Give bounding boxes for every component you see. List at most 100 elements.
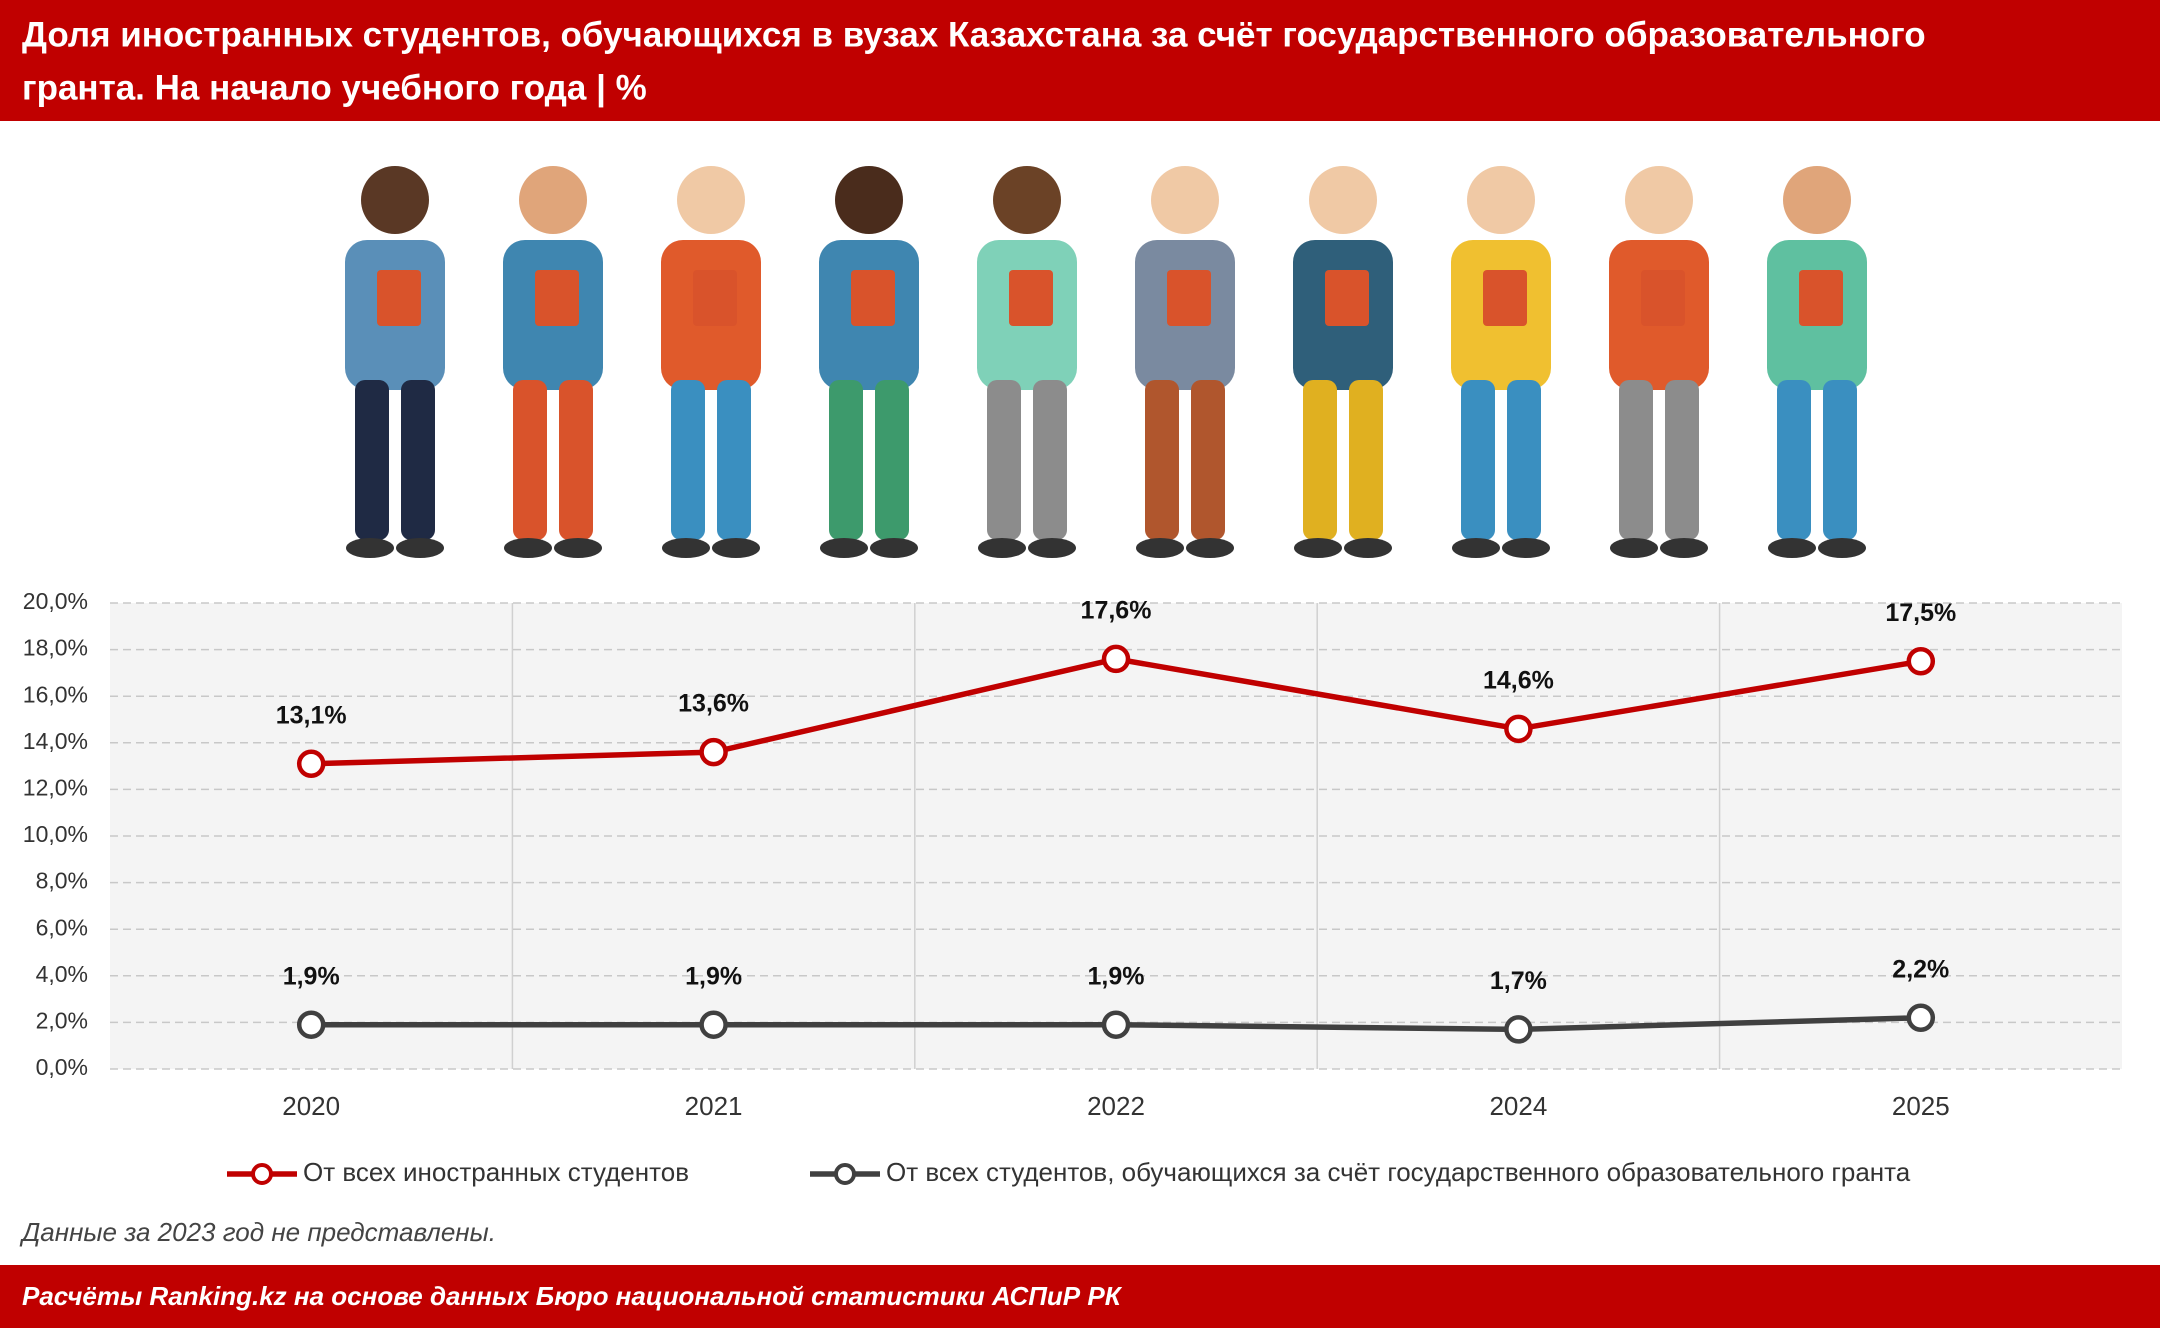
person-shoe — [820, 538, 868, 558]
value-label: 1,9% — [283, 962, 340, 990]
person-shoe — [712, 538, 760, 558]
marker — [1906, 647, 1936, 676]
person-leg — [987, 380, 1021, 540]
legend-label: От всех студентов, обучающихся за счёт г… — [886, 1157, 1911, 1187]
person-leg — [717, 380, 751, 540]
illustration — [345, 166, 1867, 558]
person-head — [361, 166, 429, 234]
legend-marker — [834, 1163, 856, 1185]
person-shoe — [1028, 538, 1076, 558]
footer-bar — [0, 1265, 2160, 1328]
person-leg — [1303, 380, 1337, 540]
person-leg — [355, 380, 389, 540]
person-shoe — [870, 538, 918, 558]
person-shoe — [1660, 538, 1708, 558]
person-book — [535, 270, 579, 326]
value-label: 1,9% — [685, 962, 742, 990]
value-label: 13,1% — [276, 701, 347, 729]
y-tick-label: 20,0% — [23, 588, 88, 614]
person-shoe — [1818, 538, 1866, 558]
header-bar — [0, 0, 2160, 121]
person-head — [993, 166, 1061, 234]
marker — [1504, 714, 1533, 744]
x-tick-label: 2025 — [1892, 1091, 1950, 1121]
person-shoe — [554, 538, 602, 558]
person-book — [1009, 270, 1053, 326]
source: Расчёты Ranking.kz на основе данных Бюро… — [22, 1281, 1123, 1311]
value-label: 14,6% — [1483, 666, 1554, 694]
y-tick-label: 2,0% — [36, 1007, 88, 1033]
marker — [296, 1010, 326, 1039]
x-tick-label: 2021 — [685, 1091, 743, 1121]
y-tick-label: 0,0% — [36, 1054, 88, 1080]
y-tick-label: 8,0% — [36, 868, 88, 894]
person-head — [1151, 166, 1219, 234]
plot — [110, 602, 2122, 1070]
marker — [1101, 644, 1131, 674]
person-head — [835, 166, 903, 234]
person-leg — [1033, 380, 1067, 540]
legend-marker — [251, 1163, 273, 1185]
x-tick-label: 2024 — [1489, 1091, 1547, 1121]
person-shoe — [396, 538, 444, 558]
chart-title: гранта. На начало учебного года | % — [22, 68, 647, 107]
person-book — [1799, 270, 1843, 326]
marker — [1906, 1003, 1936, 1032]
y-tick-label: 6,0% — [36, 914, 88, 940]
legend-label: От всех иностранных студентов — [303, 1157, 689, 1187]
person-head — [1625, 166, 1693, 234]
person-shoe — [1452, 538, 1500, 558]
person-head — [1309, 166, 1377, 234]
person-book — [1325, 270, 1369, 326]
person-shoe — [1136, 538, 1184, 558]
person-book — [693, 270, 737, 326]
person-leg — [1349, 380, 1383, 540]
person-leg — [671, 380, 705, 540]
person-leg — [1145, 380, 1179, 540]
person-shoe — [504, 538, 552, 558]
person-shoe — [1294, 538, 1342, 558]
person-leg — [1619, 380, 1653, 540]
person-leg — [513, 380, 547, 540]
person-shoe — [1344, 538, 1392, 558]
y-tick-label: 12,0% — [23, 774, 88, 800]
marker — [1101, 1010, 1131, 1039]
person-head — [1783, 166, 1851, 234]
person-shoe — [1186, 538, 1234, 558]
y-tick-label: 16,0% — [23, 681, 88, 707]
x-tick-label: 2020 — [282, 1091, 340, 1121]
person-leg — [1507, 380, 1541, 540]
person-shoe — [1502, 538, 1550, 558]
marker — [699, 737, 728, 767]
person-book — [377, 270, 421, 326]
y-tick-label: 18,0% — [23, 635, 88, 661]
person-book — [1483, 270, 1527, 326]
value-label: 17,5% — [1885, 599, 1956, 627]
person-shoe — [1768, 538, 1816, 558]
person-shoe — [662, 538, 710, 558]
person-leg — [559, 380, 593, 540]
y-tick-label: 4,0% — [36, 961, 88, 987]
note: Данные за 2023 год не представлены. — [19, 1217, 496, 1247]
person-book — [851, 270, 895, 326]
value-label: 1,7% — [1490, 967, 1547, 995]
person-head — [519, 166, 587, 234]
person-shoe — [1610, 538, 1658, 558]
person-shoe — [346, 538, 394, 558]
person-leg — [1823, 380, 1857, 540]
person-head — [677, 166, 745, 234]
person-leg — [1665, 380, 1699, 540]
value-label: 1,9% — [1088, 962, 1145, 990]
person-head — [1467, 166, 1535, 234]
person-leg — [829, 380, 863, 540]
person-leg — [875, 380, 909, 540]
person-leg — [401, 380, 435, 540]
marker — [1504, 1015, 1533, 1044]
person-leg — [1777, 380, 1811, 540]
person-leg — [1461, 380, 1495, 540]
chart-title: Доля иностранных студентов, обучающихся … — [22, 15, 1926, 54]
person-leg — [1191, 380, 1225, 540]
person-book — [1641, 270, 1685, 326]
marker — [296, 749, 326, 779]
